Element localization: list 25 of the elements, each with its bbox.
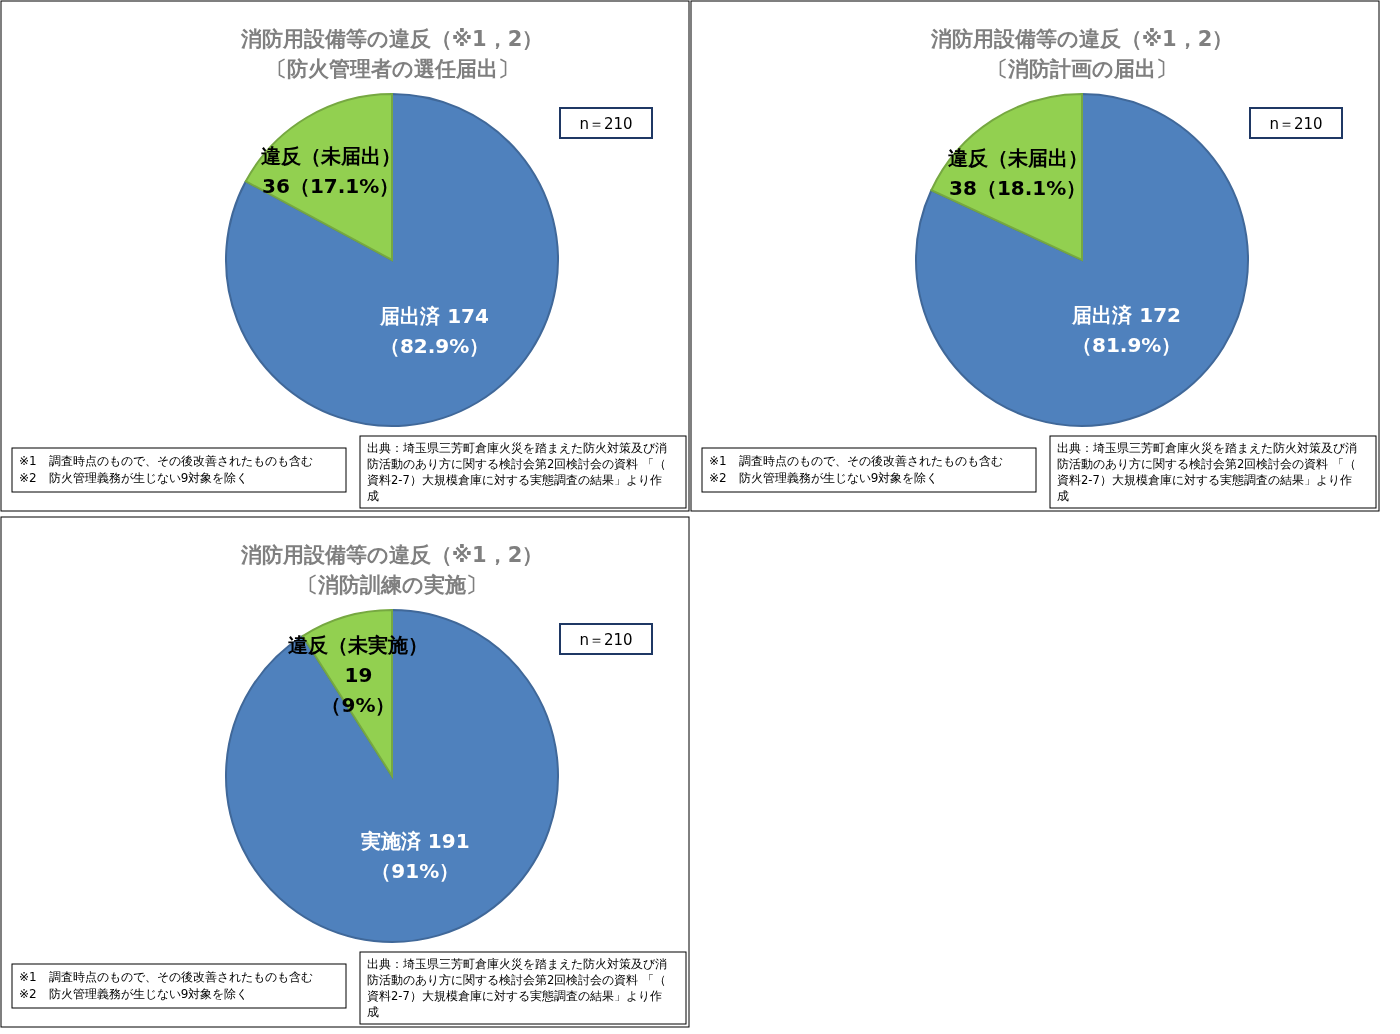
slice-label: 届出済 172 （81.9%） [1071, 302, 1182, 357]
chart-subtitle: 〔消防訓練の実施〕 [297, 573, 487, 597]
chart-subtitle: 〔消防計画の届出〕 [987, 57, 1177, 81]
chart-title: 消防用設備等の違反（※1，2） [239, 27, 544, 51]
slice-label: 届出済 174 （82.9%） [379, 304, 490, 359]
text: ※1 調査時点のもので、その後改善されたものも含む ※2 防火管理義務が生じない9対象を除く [19, 454, 313, 485]
source-note: 出典：埼玉県三芳町倉庫火災を踏まえた防火対策及び消防活動のあり方に関する検討会第2回検討会の資料 「（資料2-7）大規模倉庫に対する実態調査の結果」より作成 [1057, 441, 1357, 503]
slice-label: 違反（未届出） [947, 146, 1088, 171]
pie-slice [915, 93, 1249, 427]
text: ※1 調査時点のもので、その後改善されたものも含む ※2 防火管理義務が生じない9対象を除く [709, 454, 1003, 485]
chart-title: 消防用設備等の違反（※1，2） [239, 543, 544, 567]
pie-slice [225, 93, 559, 427]
data-label: 38（18.1%） [949, 176, 1087, 201]
text: n＝210 [1269, 115, 1323, 133]
chart-title: 消防用設備等の違反（※1，2） [929, 27, 1234, 51]
slice-label: 実施済 191 （91%） [359, 828, 470, 883]
source-note: 出典：埼玉県三芳町倉庫火災を踏まえた防火対策及び消防活動のあり方に関する検討会第2回検討会の資料 「（資料2-7）大規模倉庫に対する実態調査の結果」より作成 [367, 957, 667, 1019]
slice-label: 違反（未届出） [260, 144, 401, 169]
text: n＝210 [579, 115, 633, 133]
text: ※1 調査時点のもので、その後改善されたものも含む ※2 防火管理義務が生じない9対象を除く [19, 970, 313, 1001]
data-label: 36（17.1%） [262, 174, 400, 199]
text: n＝210 [579, 631, 633, 649]
source-note: 出典：埼玉県三芳町倉庫火災を踏まえた防火対策及び消防活動のあり方に関する検討会第2回検討会の資料 「（資料2-7）大規模倉庫に対する実態調査の結果」より作成 [367, 441, 667, 503]
chart-subtitle: 〔防火管理者の選任届出〕 [265, 57, 519, 81]
data-label: 19 （9%） [321, 663, 396, 718]
